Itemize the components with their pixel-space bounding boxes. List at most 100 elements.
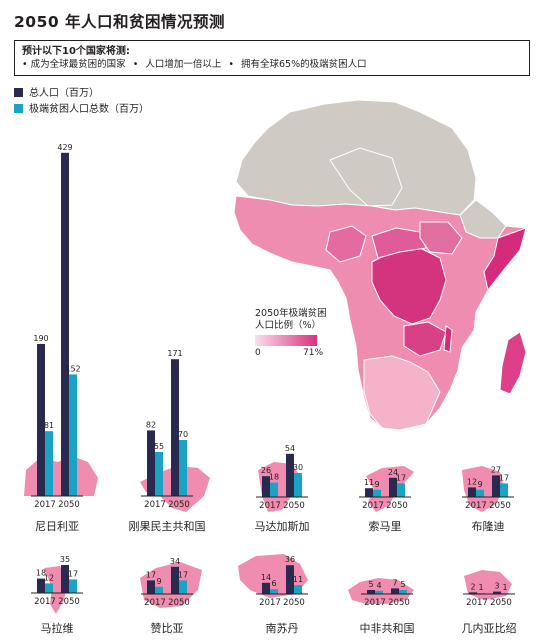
year-tick-label: 2050: [388, 598, 410, 608]
year-tick-label: 2050: [168, 598, 190, 608]
data-label-population: 54: [285, 444, 295, 453]
country-name-label: 索马里: [369, 519, 402, 533]
data-label-poverty: 152: [65, 364, 80, 373]
data-label-population: 36: [285, 555, 295, 564]
bar-population: [367, 590, 375, 594]
data-label-poverty: 55: [154, 442, 164, 451]
data-label-poverty: 9: [477, 480, 482, 489]
bullet-dot: •: [22, 59, 28, 70]
year-tick-label: 2017: [259, 598, 281, 608]
bar-poverty: [500, 483, 508, 497]
country-name-label: 中非共和国: [360, 622, 415, 635]
bullet-dot: •: [228, 59, 234, 70]
scale-max-label: 71%: [303, 348, 324, 358]
legend-item-population: 总人口（百万）: [14, 86, 149, 102]
bar-poverty: [270, 589, 278, 594]
data-label-population: 3: [494, 582, 499, 591]
bar-population: [171, 566, 179, 594]
map-nigeria: [325, 225, 367, 263]
country-name-label: 刚果民主共和国: [129, 520, 206, 533]
year-tick-label: 2050: [489, 501, 511, 511]
data-label-poverty: 17: [178, 570, 188, 579]
bar-poverty: [399, 590, 407, 594]
map-madagascar: [499, 331, 527, 395]
legend-swatch-population: [14, 88, 23, 97]
data-label-population: 429: [57, 143, 72, 152]
data-label-population: 12: [467, 477, 477, 486]
data-label-poverty: 30: [293, 463, 303, 472]
data-label-population: 14: [261, 573, 271, 582]
data-label-population: 82: [146, 420, 156, 429]
bar-population: [492, 475, 500, 497]
legend-swatch-poverty: [14, 104, 23, 113]
note-box: 预计以下10个国家将测: • 成为全球最贫困的国家 • 人口增加一倍以上 • 拥…: [14, 40, 530, 76]
map-somalia: [483, 227, 527, 292]
bar-population: [468, 487, 476, 497]
bar-population: [262, 582, 270, 594]
bar-poverty: [476, 489, 484, 497]
map-sub-saharan: [233, 195, 527, 431]
legend-label-poverty: 极端贫困人口总数（百万）: [29, 104, 149, 115]
bar-poverty: [45, 431, 53, 496]
data-label-poverty: 11: [293, 575, 303, 584]
country-name-label: 几内亚比绍: [462, 621, 517, 635]
data-label-poverty: 4: [376, 581, 381, 590]
year-tick-label: 2050: [168, 500, 190, 510]
data-label-poverty: 9: [374, 480, 379, 489]
bar-poverty: [69, 374, 77, 496]
data-label-population: 190: [33, 334, 48, 343]
bullet-dot: •: [132, 59, 139, 70]
data-label-population: 2: [470, 582, 475, 591]
data-label-population: 171: [167, 349, 182, 358]
map-central-africa: [371, 227, 427, 259]
legend-item-poverty: 极端贫困人口总数（百万）: [14, 102, 149, 118]
bar-poverty: [45, 583, 53, 593]
bar-population: [37, 578, 45, 593]
country-name-label: 尼日利亚: [35, 520, 79, 533]
scale-label-2: 人口比例（%）: [255, 320, 322, 331]
bar-population: [469, 592, 477, 594]
data-label-poverty: 12: [44, 573, 54, 582]
data-label-population: 11: [364, 478, 374, 487]
country-name-label: 赞比亚: [151, 622, 184, 635]
data-label-poverty: 1: [478, 583, 483, 592]
year-tick-label: 2050: [490, 598, 512, 608]
year-tick-label: 2017: [144, 500, 166, 510]
map-sahel-grey: [329, 147, 403, 207]
bar-poverty: [375, 590, 383, 594]
year-tick-label: 2017: [34, 597, 56, 607]
note-bullet-3: 拥有全球65%的极端贫困人口: [241, 59, 367, 70]
year-tick-label: 2017: [364, 598, 386, 608]
year-tick-label: 2017: [34, 500, 56, 510]
year-tick-label: 2017: [259, 501, 281, 511]
data-label-population: 26: [261, 466, 271, 475]
data-label-poverty: 17: [68, 569, 78, 578]
bar-population: [262, 476, 270, 497]
bar-poverty: [397, 483, 405, 497]
data-label-poverty: 9: [156, 577, 161, 586]
scale-min-label: 0: [255, 348, 261, 358]
map-south-sudan: [419, 221, 463, 255]
year-tick-label: 2017: [466, 598, 488, 608]
data-label-poverty: 18: [269, 473, 279, 482]
bar-poverty: [179, 580, 187, 594]
bar-poverty: [69, 579, 77, 593]
map-zambia: [403, 321, 447, 357]
country-name-label: 布隆迪: [472, 519, 505, 533]
scale-gradient-bar: [255, 335, 317, 346]
bar-population: [389, 477, 397, 497]
year-tick-label: 2050: [58, 597, 80, 607]
bar-population: [147, 430, 155, 496]
map-southern-light: [363, 355, 441, 431]
chart-legend: 总人口（百万） 极端贫困人口总数（百万）: [14, 86, 149, 118]
data-label-population: 24: [388, 468, 398, 477]
year-tick-label: 2050: [58, 500, 80, 510]
legend-label-population: 总人口（百万）: [29, 88, 99, 99]
color-scale: 2050年极端贫困 人口比例（%） 0 71%: [255, 308, 327, 358]
bar-poverty: [294, 585, 302, 594]
bar-population: [365, 488, 373, 497]
data-label-population: 27: [491, 465, 501, 474]
data-label-population: 18: [36, 569, 46, 578]
data-label-population: 5: [368, 580, 373, 589]
